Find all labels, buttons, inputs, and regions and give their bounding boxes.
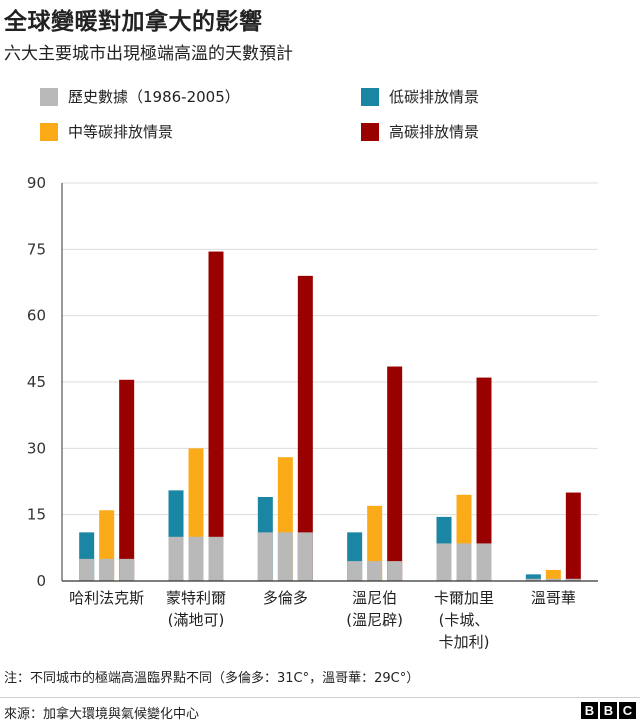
legend-swatch-high xyxy=(361,122,379,141)
x-tick-label: (卡城、 xyxy=(439,611,490,629)
y-tick-label: 75 xyxy=(27,240,46,258)
bar-high xyxy=(297,275,313,581)
legend-swatch-historical xyxy=(40,87,58,106)
bar-low xyxy=(525,574,541,581)
legend-label-high: 高碳排放情景 xyxy=(389,123,480,141)
x-tick-label: 卡爾加里 xyxy=(434,589,494,607)
x-tick-label: (滿地可) xyxy=(168,611,225,629)
bar-historical xyxy=(347,561,363,581)
bar-historical xyxy=(79,558,95,581)
bar-historical xyxy=(188,536,204,581)
bar-high xyxy=(208,251,224,582)
y-tick-label: 15 xyxy=(27,506,46,524)
footnote: 注：不同城市的極端高溫臨界點不同（多倫多：31C°，溫哥華：29C°） xyxy=(4,671,420,686)
legend-item-medium: 中等碳排放情景 xyxy=(40,121,173,142)
y-tick-label: 30 xyxy=(27,439,46,457)
x-tick-label: 溫哥華 xyxy=(531,589,576,607)
x-tick-label: 溫尼伯 xyxy=(352,589,397,607)
legend-label-low: 低碳排放情景 xyxy=(389,88,480,106)
bar-historical xyxy=(297,532,313,581)
chart-subtitle: 六大主要城市出現極端高溫的天數預計 xyxy=(4,44,293,64)
bbc-logo-letter: C xyxy=(619,702,636,719)
chart-title: 全球變暖對加拿大的影響 xyxy=(4,9,263,35)
bar-historical xyxy=(456,543,472,581)
bar-historical xyxy=(277,532,293,581)
bar-high xyxy=(387,366,403,581)
legend-label-historical: 歷史數據（1986-2005） xyxy=(68,88,240,106)
legend-label-medium: 中等碳排放情景 xyxy=(68,123,174,141)
y-tick-label: 60 xyxy=(27,307,46,325)
bar-chart: 0 15 30 45 60 75 90 哈利法克斯 蒙特利爾 (滿地可) 多倫多 溫尼伯 (溫尼辟) 卡爾… xyxy=(27,174,598,651)
bar-historical xyxy=(525,578,541,581)
bar-historical xyxy=(168,536,184,581)
bar-historical xyxy=(119,558,135,581)
y-tick-label: 90 xyxy=(27,174,46,192)
bar-high xyxy=(565,492,581,581)
bar-historical xyxy=(367,561,383,581)
y-tick-label: 0 xyxy=(36,572,46,590)
bar-high xyxy=(119,379,135,581)
legend-item-historical: 歷史數據（1986-2005） xyxy=(40,86,240,107)
bar-historical xyxy=(99,558,115,581)
x-tick-label: (溫尼辟) xyxy=(346,611,403,629)
bar-historical xyxy=(565,578,581,581)
bar-historical xyxy=(208,536,224,581)
y-tick-label: 45 xyxy=(27,373,46,391)
legend-item-low: 低碳排放情景 xyxy=(361,86,479,107)
bar-historical xyxy=(545,578,561,581)
bbc-logo-letter: B xyxy=(600,702,617,719)
bar-historical xyxy=(387,561,403,581)
bbc-logo: B B C xyxy=(581,702,636,719)
bbc-logo-letter: B xyxy=(581,702,598,719)
legend-swatch-medium xyxy=(40,122,58,141)
x-tick-label: 哈利法克斯 xyxy=(69,589,144,607)
bar-historical xyxy=(257,532,273,581)
bar-historical xyxy=(436,543,452,581)
legend-swatch-low xyxy=(361,87,379,106)
x-tick-label: 蒙特利爾 xyxy=(166,589,226,607)
source-text: 來源：加拿大環境與氣候變化中心 xyxy=(4,707,200,722)
legend-item-high: 高碳排放情景 xyxy=(361,121,479,142)
footer-divider xyxy=(0,697,640,698)
bar-high xyxy=(476,377,492,581)
bar-medium xyxy=(545,569,561,581)
x-tick-label: 卡加利) xyxy=(439,633,490,651)
bar-historical xyxy=(476,543,492,581)
x-tick-label: 多倫多 xyxy=(263,589,308,607)
